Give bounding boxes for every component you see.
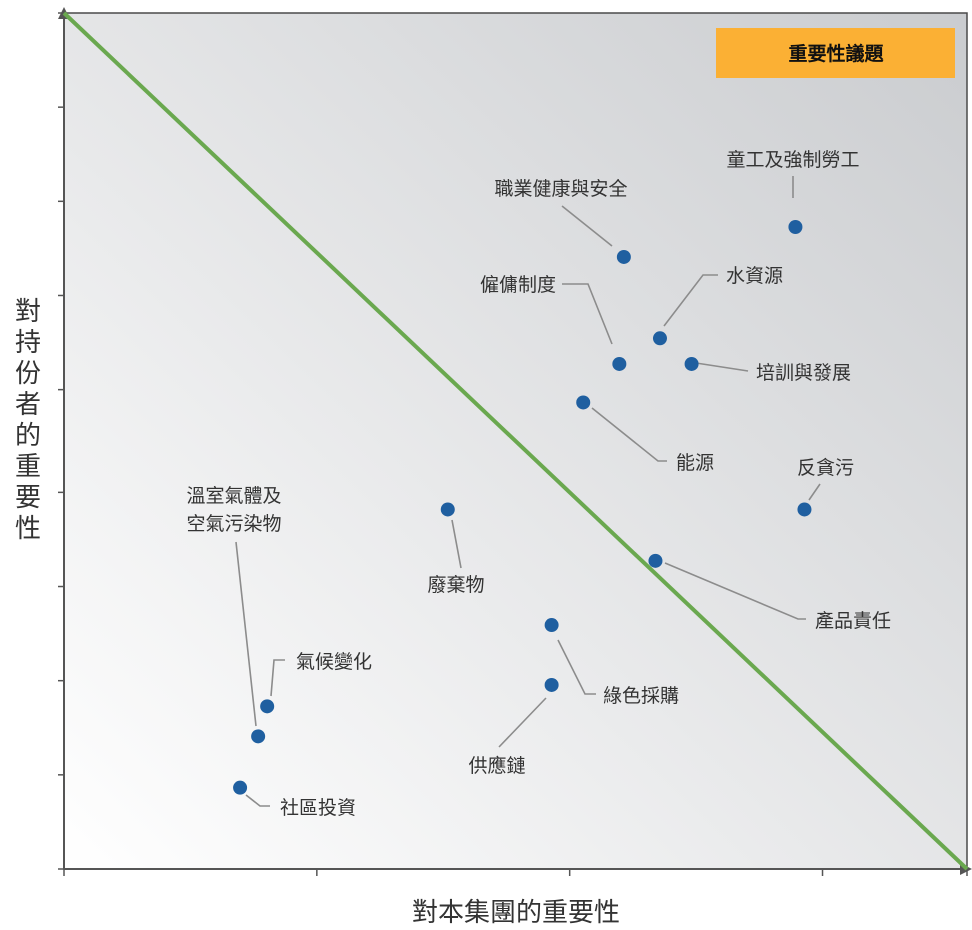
- data-point: [440, 502, 455, 517]
- x-axis-label: 對本集團的重要性: [412, 898, 620, 928]
- data-point: [797, 502, 812, 517]
- leader-line: [245, 794, 270, 807]
- data-point: [251, 729, 266, 744]
- legend-badge-text: 重要性議題: [788, 42, 884, 65]
- leader-line: [663, 274, 718, 327]
- y-axis-label: 對持份者的重要性: [15, 297, 41, 544]
- leader-line: [562, 283, 613, 345]
- data-point-label: 產品責任: [815, 610, 891, 632]
- axes: [58, 7, 972, 876]
- data-point: [652, 331, 667, 346]
- data-point: [648, 553, 663, 568]
- leader-layer: [235, 176, 821, 807]
- data-point-label: 能源: [676, 452, 714, 474]
- data-point-label: 溫室氣體及空氣污染物: [186, 485, 281, 535]
- materiality-diagonal-line: [62, 11, 969, 871]
- point-layer: [233, 220, 812, 795]
- legend-badge: [716, 28, 955, 78]
- leader-line: [235, 541, 257, 727]
- data-point-label: 童工及強制勞工: [726, 149, 859, 171]
- data-point: [260, 699, 275, 714]
- data-point-label: 僱傭制度: [480, 274, 556, 296]
- data-point: [544, 677, 559, 692]
- data-point-label: 職業健康與安全: [494, 178, 627, 200]
- data-point: [612, 356, 627, 371]
- data-point: [788, 220, 803, 234]
- data-point-label: 供應鏈: [468, 754, 525, 777]
- leader-line: [561, 205, 613, 247]
- data-point-label: 綠色採購: [603, 685, 679, 707]
- data-point: [616, 249, 631, 264]
- data-point: [576, 395, 591, 410]
- leader-line: [498, 697, 547, 748]
- diagonal-layer: [62, 11, 969, 871]
- leader-line: [557, 639, 596, 695]
- leader-line: [808, 483, 821, 501]
- data-point-label: 氣候變化: [296, 651, 372, 673]
- leader-line: [451, 519, 462, 569]
- data-point-label: 反貪污: [797, 457, 854, 479]
- data-point-label: 廢棄物: [427, 574, 484, 596]
- data-point-label: 社區投資: [280, 797, 356, 819]
- data-point-label: 水資源: [726, 265, 783, 287]
- data-point-label: 培訓與發展: [756, 362, 851, 384]
- leader-line: [695, 362, 749, 372]
- leader-line: [270, 659, 285, 697]
- leader-line: [591, 407, 667, 462]
- data-point: [233, 780, 248, 795]
- leader-line: [664, 562, 806, 620]
- data-point: [544, 618, 559, 633]
- data-point: [684, 356, 699, 371]
